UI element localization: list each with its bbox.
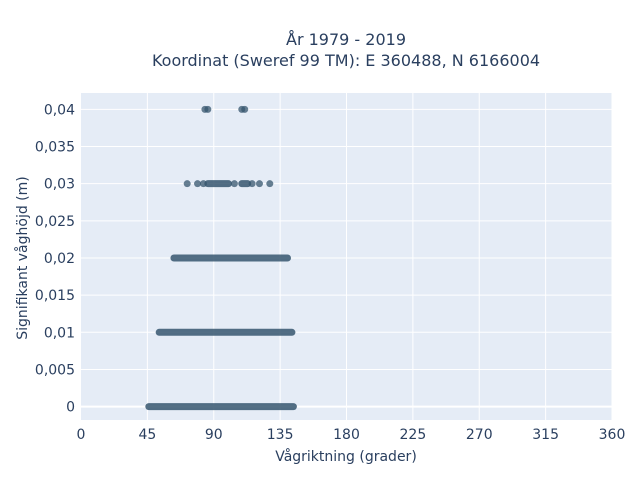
x-tick-label: 360 xyxy=(599,427,626,443)
data-point xyxy=(194,180,202,188)
data-point xyxy=(183,180,191,188)
x-tick-label: 180 xyxy=(333,427,360,443)
y-tick-label: 0,035 xyxy=(35,140,75,156)
data-point xyxy=(230,180,238,188)
y-tick-label: 0,005 xyxy=(35,362,75,378)
x-tick-label: 45 xyxy=(138,427,156,443)
data-point xyxy=(255,180,263,188)
x-axis-title: Vågriktning (grader) xyxy=(275,448,417,465)
data-point xyxy=(241,105,249,113)
marks-layer xyxy=(145,105,297,411)
y-tick-label: 0,025 xyxy=(35,214,75,230)
x-tick-label: 90 xyxy=(205,427,223,443)
chart-title-line-2: Koordinat (Sweref 99 TM): E 360488, N 61… xyxy=(152,51,540,70)
x-tick-label: 0 xyxy=(77,427,86,443)
y-axis-title: Signifikant våghöjd (m) xyxy=(14,176,31,339)
chart-title-line-1: År 1979 - 2019 xyxy=(286,30,406,49)
y-tick-label: 0,02 xyxy=(44,251,75,267)
y-tick-label: 0,04 xyxy=(44,102,75,118)
data-point xyxy=(266,180,274,188)
y-tick-label: 0,015 xyxy=(35,288,75,304)
x-tick-label: 315 xyxy=(532,427,559,443)
data-point xyxy=(204,105,212,113)
ticks-layer: 0 45 90 135 180 225 270 315 360 0 0,005 0,01 0,015 0,… xyxy=(35,102,625,443)
x-tick-label: 135 xyxy=(267,427,294,443)
y-tick-label: 0,01 xyxy=(44,325,75,341)
data-point xyxy=(248,180,256,188)
y-tick-label: 0 xyxy=(66,400,75,416)
x-tick-label: 225 xyxy=(400,427,427,443)
data-point xyxy=(199,180,207,188)
y-tick-label: 0,03 xyxy=(44,177,75,193)
x-tick-label: 270 xyxy=(466,427,493,443)
